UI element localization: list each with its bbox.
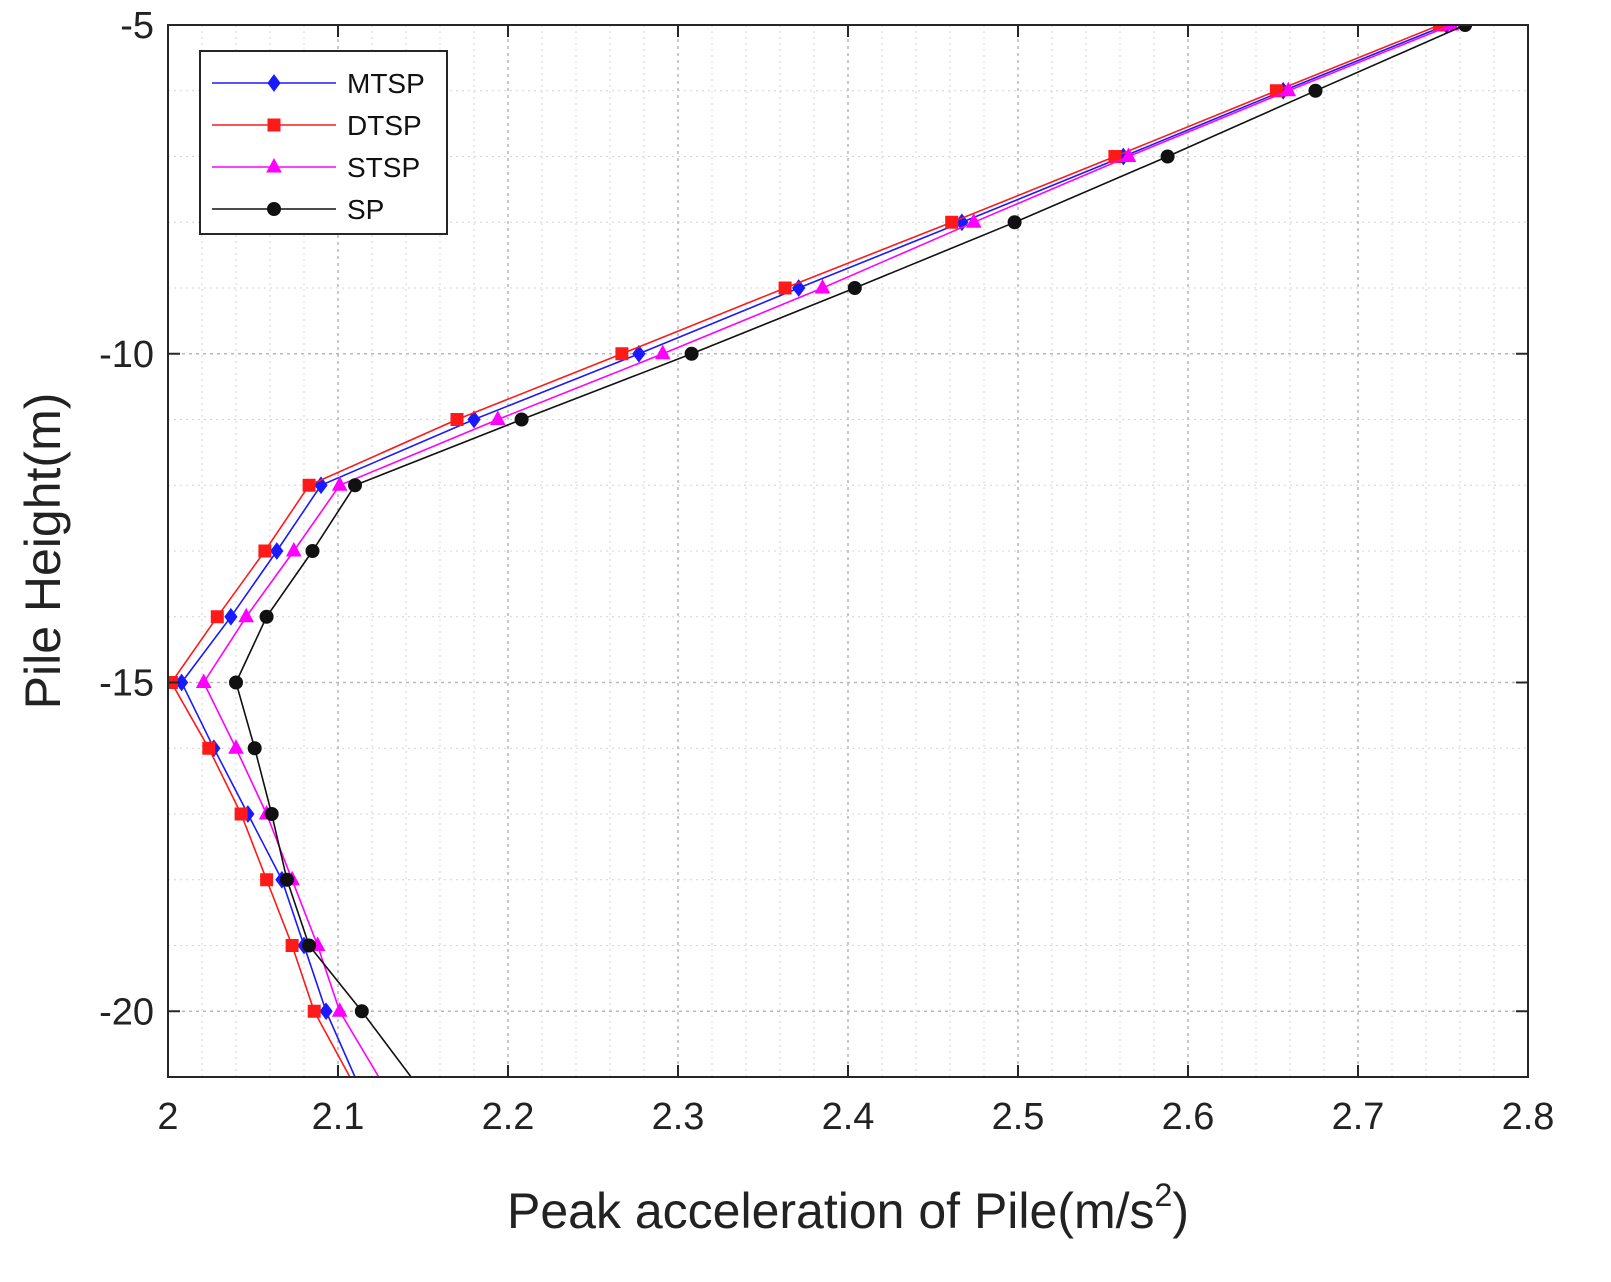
x-tick-label: 2.7 — [1332, 1096, 1385, 1138]
y-tick-label: -15 — [99, 663, 154, 705]
data-point-dtsp — [615, 347, 629, 361]
x-tick-label: 2.3 — [652, 1096, 705, 1138]
legend-label-mtsp: MTSP — [347, 68, 425, 99]
data-point-sp — [684, 346, 699, 361]
data-point-stsp — [814, 278, 831, 294]
data-point-sp — [354, 1004, 369, 1019]
data-point-sp — [259, 609, 274, 624]
x-axis-title-tail: ) — [1172, 1183, 1189, 1239]
data-point-sp — [1458, 25, 1473, 32]
legend-marker-mtsp — [267, 74, 281, 92]
data-point-sp — [1007, 215, 1022, 230]
data-point-sp — [514, 412, 529, 427]
data-point-mtsp — [270, 542, 284, 560]
x-tick-label: 2.1 — [312, 1096, 365, 1138]
legend-label-dtsp: DTSP — [347, 110, 422, 141]
legend-label-stsp: STSP — [347, 152, 420, 183]
data-point-stsp — [1280, 81, 1297, 97]
x-tick-label: 2.6 — [1162, 1096, 1215, 1138]
data-point-sp — [247, 741, 262, 756]
series-group — [168, 25, 1473, 1077]
data-point-stsp — [195, 673, 212, 688]
data-point-dtsp — [778, 281, 792, 295]
x-tick-label: 2.4 — [822, 1096, 875, 1138]
data-point-stsp — [489, 410, 506, 425]
legend-marker-stsp — [266, 157, 282, 173]
data-point-sp — [1160, 149, 1175, 164]
y-tick-label: -20 — [99, 991, 154, 1033]
data-point-dtsp — [450, 413, 464, 426]
y-axis-title: Pile Height(m) — [15, 393, 71, 710]
data-point-dtsp — [202, 741, 216, 755]
data-point-stsp — [285, 541, 302, 557]
data-point-dtsp — [945, 215, 959, 229]
data-point-mtsp — [632, 344, 646, 363]
data-point-stsp — [238, 607, 255, 623]
data-point-stsp — [654, 344, 671, 360]
data-point-dtsp — [258, 544, 272, 558]
data-point-sp — [847, 281, 862, 295]
data-point-dtsp — [307, 1004, 321, 1018]
data-point-dtsp — [234, 807, 248, 821]
data-point-sp — [280, 872, 294, 887]
data-point-stsp — [331, 476, 348, 491]
legend-marker-dtsp — [267, 118, 281, 132]
data-point-sp — [1308, 83, 1323, 98]
data-point-sp — [348, 478, 362, 493]
data-point-dtsp — [210, 610, 224, 624]
data-point-stsp — [965, 213, 982, 228]
data-point-dtsp — [285, 939, 299, 952]
y-tick-label: -10 — [99, 334, 154, 376]
data-point-mtsp — [224, 607, 238, 626]
data-point-sp — [229, 675, 243, 690]
data-point-dtsp — [302, 478, 316, 492]
x-tick-label: 2 — [157, 1096, 178, 1138]
legend-box — [199, 50, 448, 235]
legend-label-sp: SP — [347, 194, 384, 225]
data-point-dtsp — [260, 873, 274, 887]
legend-item-stsp: STSP — [212, 152, 420, 183]
x-tick-label: 2.2 — [482, 1096, 535, 1138]
data-point-sp — [305, 544, 320, 558]
legend-marker-sp — [267, 202, 281, 216]
data-point-sp — [264, 807, 279, 821]
data-point-sp — [302, 938, 317, 953]
x-axis-title-superscript: 2 — [1155, 1177, 1173, 1213]
data-point-stsp — [331, 1002, 348, 1017]
axis-ticks: 2 2.1 2.2 2.3 2.4 2.5 2.6 2.7 2.8 -5 -10 -15 -20 — [99, 5, 1554, 1138]
legend-item-sp: SP — [212, 194, 384, 225]
series-stsp — [195, 25, 1460, 1077]
legend-item-dtsp: DTSP — [212, 110, 422, 141]
data-point-dtsp — [1433, 25, 1447, 32]
data-point-mtsp — [467, 410, 481, 429]
x-tick-label: 2.8 — [1502, 1096, 1555, 1138]
series-sp — [229, 25, 1473, 1077]
legend-item-mtsp: MTSP — [212, 68, 425, 99]
x-axis-title: Peak acceleration of Pile(m/s2) — [507, 1177, 1189, 1239]
data-point-stsp — [228, 739, 244, 754]
data-point-mtsp — [319, 1002, 333, 1021]
data-point-stsp — [1120, 147, 1137, 162]
legend: MTSP DTSP STSP SP — [199, 50, 448, 235]
x-tick-label: 2.5 — [992, 1096, 1045, 1138]
y-tick-label: -5 — [120, 5, 154, 47]
